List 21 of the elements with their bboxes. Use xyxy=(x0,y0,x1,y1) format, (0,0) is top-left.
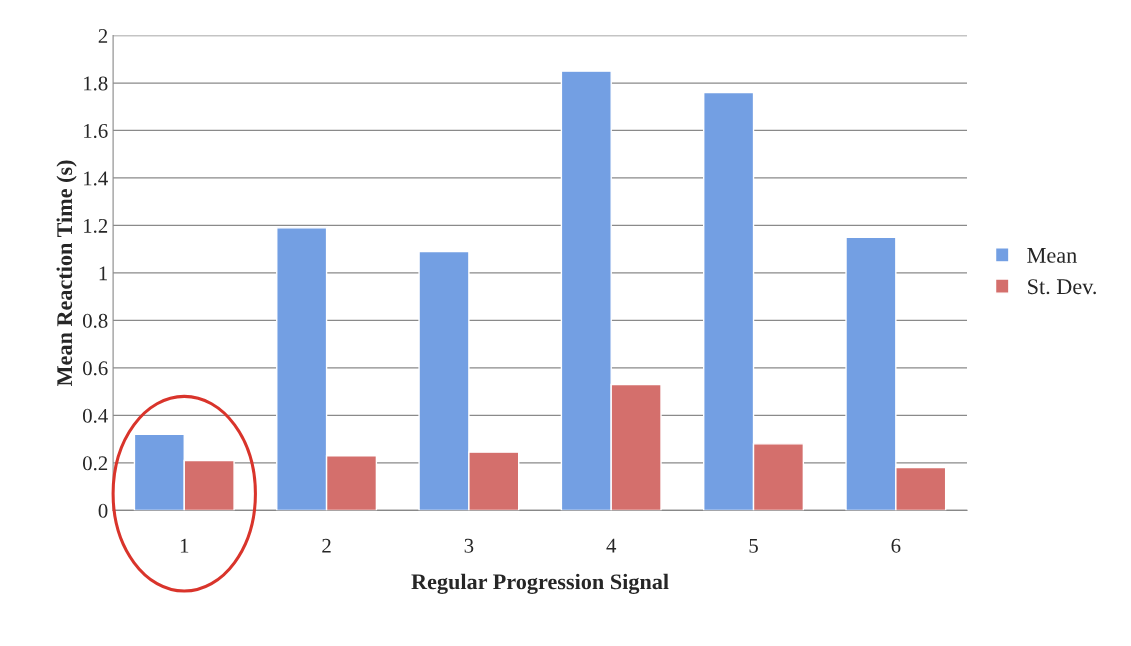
x-tick-label: 1 xyxy=(180,538,189,553)
y-tick-label: 0.6 xyxy=(82,361,108,376)
x-tick-label: 4 xyxy=(606,538,617,553)
y-tick-label: 1.6 xyxy=(84,123,108,139)
x-axis-title: Regular Progression Signal xyxy=(411,573,669,594)
y-tick-label: 0.8 xyxy=(82,313,108,328)
legend-label: Mean xyxy=(1027,248,1077,263)
y-tick-label: 1.8 xyxy=(84,76,108,91)
y-tick-label: 0.4 xyxy=(82,408,108,423)
y-tick-label: 1.2 xyxy=(84,218,108,233)
legend-label: St. Dev. xyxy=(1028,279,1096,295)
x-tick-label: 3 xyxy=(464,538,474,553)
y-tick-label: 1 xyxy=(99,266,107,281)
x-tick-label: 6 xyxy=(891,538,901,553)
y-tick-label: 1.4 xyxy=(84,171,108,186)
y-axis-title: Mean Reaction Time (s) xyxy=(56,160,77,387)
x-tick-label: 2 xyxy=(322,538,331,553)
y-tick-label: 0 xyxy=(98,503,108,518)
y-tick-label: 0.2 xyxy=(82,456,108,471)
x-tick-label: 5 xyxy=(749,538,758,553)
y-tick-label: 2 xyxy=(98,28,108,43)
